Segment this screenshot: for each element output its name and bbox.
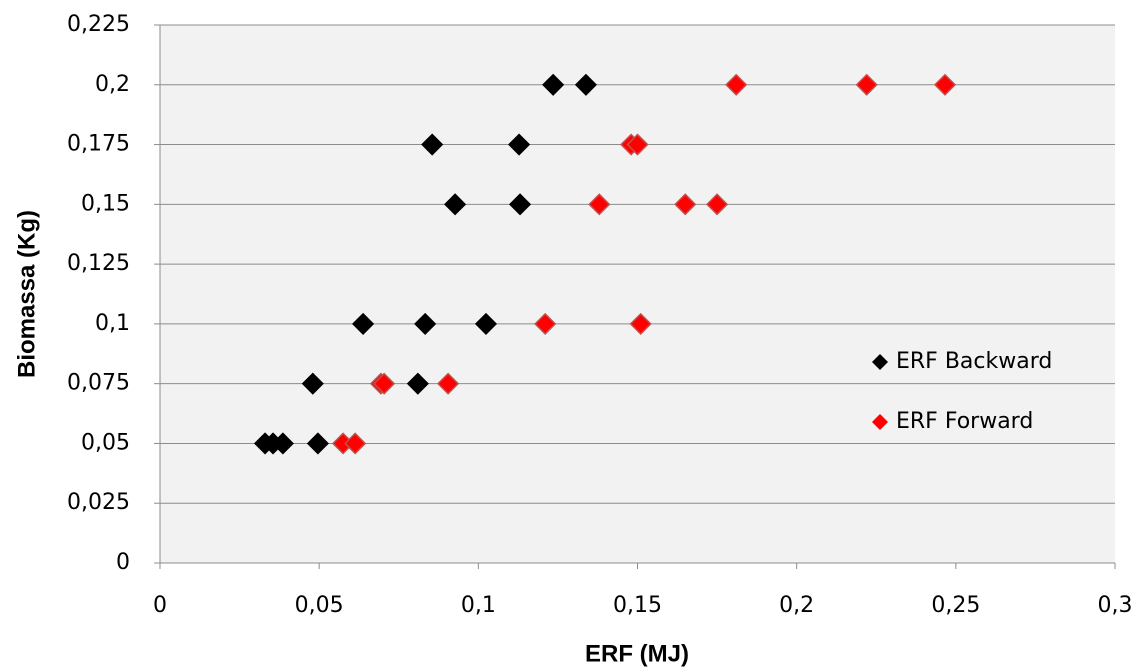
point — [437, 372, 460, 395]
x-tick-label: 0,3 — [1098, 593, 1133, 618]
y-tick-label: 0,05 — [81, 430, 130, 455]
point — [725, 73, 748, 96]
y-tick-label: 0,1 — [95, 311, 130, 336]
point — [933, 73, 957, 96]
point — [674, 193, 697, 216]
point — [421, 133, 444, 156]
point — [444, 193, 467, 216]
point — [542, 73, 565, 96]
x-axis-title: ERF (MJ) — [585, 640, 689, 667]
point — [414, 312, 437, 335]
y-tick-label: 0 — [116, 550, 130, 575]
x-tick-label: 0,2 — [779, 593, 814, 618]
point — [474, 312, 498, 335]
legend-marker — [872, 354, 888, 370]
x-tick-label: 0 — [153, 593, 167, 618]
point — [855, 73, 878, 96]
point — [344, 432, 367, 455]
legend-marker — [872, 414, 888, 430]
y-tick-label: 0,175 — [67, 132, 130, 157]
point — [574, 73, 597, 96]
point — [534, 312, 557, 335]
legend-label: ERF Forward — [896, 409, 1033, 434]
legend-label: ERF Backward — [896, 349, 1052, 374]
x-tick-label: 0,05 — [295, 593, 344, 618]
point — [508, 193, 532, 216]
x-tick-label: 0,25 — [931, 593, 980, 618]
y-axis-title: Biomassa (Kg) — [13, 210, 40, 378]
y-tick-label: 0,2 — [95, 72, 130, 97]
y-tick-label: 0,225 — [67, 12, 130, 37]
point — [306, 432, 329, 455]
point — [508, 133, 531, 156]
point — [629, 312, 652, 335]
point — [626, 133, 649, 156]
y-tick-label: 0,025 — [67, 490, 130, 515]
y-tick-label: 0,15 — [81, 191, 130, 216]
x-tick-label: 0,1 — [461, 593, 496, 618]
y-tick-label: 0,075 — [67, 371, 130, 396]
point — [373, 372, 396, 395]
point — [588, 193, 611, 216]
point — [271, 432, 294, 455]
point — [406, 372, 429, 395]
plot-area — [160, 25, 1115, 563]
point — [301, 372, 324, 395]
point — [706, 193, 729, 216]
x-tick-label: 0,15 — [613, 593, 662, 618]
point — [352, 312, 375, 335]
y-tick-label: 0,125 — [67, 251, 130, 276]
